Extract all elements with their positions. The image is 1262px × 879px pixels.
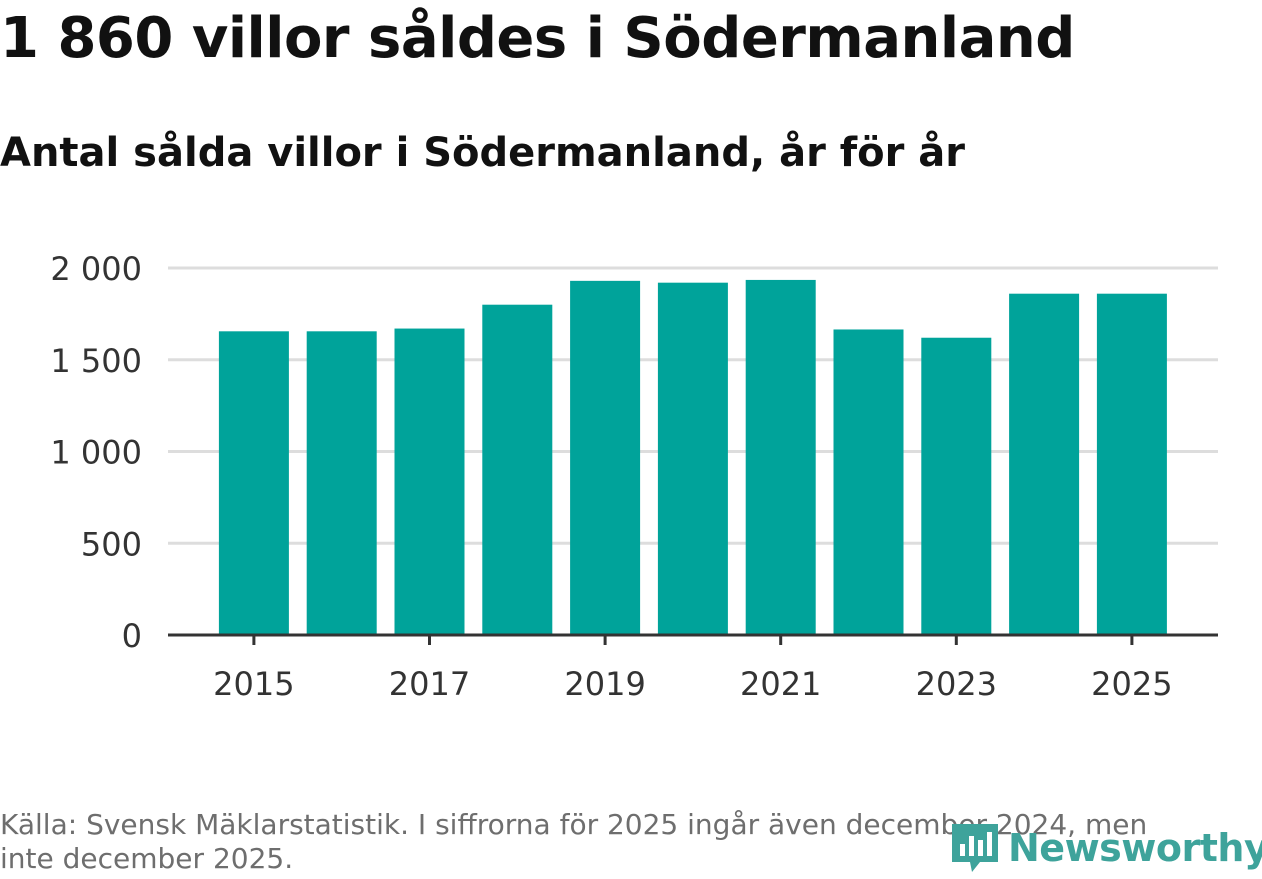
bar-2021 (745, 279, 816, 635)
y-tick-label: 1 500 (50, 342, 142, 380)
newsworthy-logo-icon (952, 824, 998, 872)
bar-2023 (921, 337, 992, 635)
bar-2024 (1009, 293, 1080, 635)
newsworthy-logo-text: Newsworthy (1008, 826, 1262, 870)
chart-subtitle: Antal sålda villor i Södermanland, år fö… (0, 130, 965, 176)
bar-2017 (394, 328, 465, 635)
y-tick-label: 2 000 (50, 250, 142, 288)
bar-2016 (306, 331, 377, 635)
y-tick-label: 0 (122, 617, 142, 655)
x-tick-label: 2017 (389, 665, 470, 703)
x-tick-label: 2021 (740, 665, 821, 703)
bar-2019 (570, 280, 641, 635)
x-tick-label: 2015 (213, 665, 294, 703)
y-tick-label: 500 (81, 525, 142, 563)
x-tick-label: 2019 (564, 665, 645, 703)
bar-2018 (482, 304, 553, 635)
chart-title: 1 860 villor såldes i Södermanland (0, 6, 1075, 71)
x-tick-label: 2023 (916, 665, 997, 703)
bar-2025 (1096, 293, 1167, 635)
newsworthy-logo: Newsworthy (950, 822, 1262, 874)
bar-2020 (657, 282, 728, 635)
bar-2022 (833, 329, 904, 635)
y-tick-label: 1 000 (50, 434, 142, 472)
bar-2015 (218, 331, 289, 635)
x-tick-label: 2025 (1091, 665, 1172, 703)
